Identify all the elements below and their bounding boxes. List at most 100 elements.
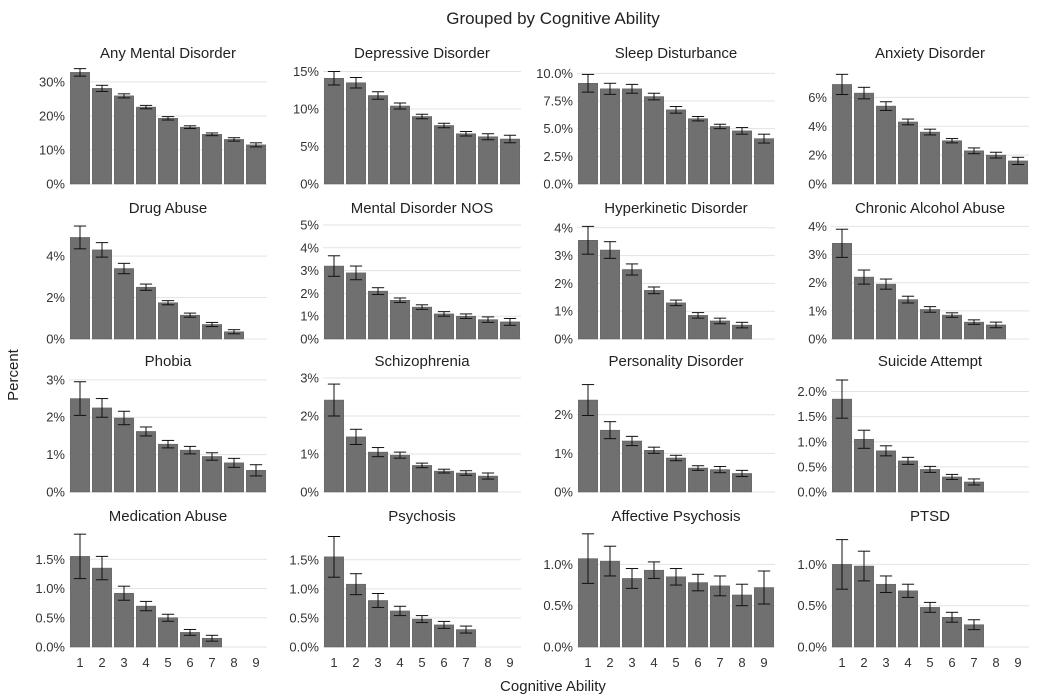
y-tick-label: 4% xyxy=(808,119,827,134)
panel: Any Mental Disorder 0% 10% 20% 30% xyxy=(39,45,267,192)
y-tick-label: 1.5% xyxy=(289,552,319,567)
panel: Mental Disorder NOS 0% 1% 2% 3% 4% 5% xyxy=(300,200,521,347)
x-tick-label: 3 xyxy=(882,655,889,670)
x-tick-label: 9 xyxy=(1014,655,1021,670)
y-tick-label: 1.0% xyxy=(797,434,827,449)
bar xyxy=(412,465,432,493)
bar xyxy=(876,283,896,340)
y-tick-label: 10% xyxy=(293,102,319,117)
x-tick-label: 6 xyxy=(694,655,701,670)
bar xyxy=(644,569,664,648)
panel: Suicide Attempt 0.0% 0.5% 1.0% 1.5% 2.0% xyxy=(797,353,1029,500)
bar xyxy=(70,237,90,340)
y-tick-label: 0.0% xyxy=(35,640,65,655)
y-tick-label: 6% xyxy=(808,90,827,105)
bar xyxy=(368,290,388,340)
y-tick-label: 7.5% xyxy=(543,93,573,108)
y-tick-label: 1% xyxy=(554,446,573,461)
x-tick-label: 6 xyxy=(948,655,955,670)
y-tick-label: 3% xyxy=(300,371,319,386)
x-tick-label: 5 xyxy=(418,655,425,670)
y-tick-label: 0.5% xyxy=(289,610,319,625)
y-tick-label: 0.5% xyxy=(797,459,827,474)
y-tick-label: 0.0% xyxy=(543,177,573,192)
bar xyxy=(158,118,178,185)
panel-title: Any Mental Disorder xyxy=(100,45,236,62)
y-tick-label: 0.0% xyxy=(543,640,573,655)
panel: Hyperkinetic Disorder 0% 1% 2% 3% 4% xyxy=(554,200,775,347)
x-tick-label: 6 xyxy=(186,655,193,670)
x-tick-label: 1 xyxy=(584,655,591,670)
bar xyxy=(368,95,388,185)
x-tick-label: 2 xyxy=(860,655,867,670)
y-tick-label: 0.5% xyxy=(797,598,827,613)
y-tick-label: 5.0% xyxy=(543,121,573,136)
y-tick-label: 5% xyxy=(300,218,319,233)
panel-title: Depressive Disorder xyxy=(354,45,490,62)
y-tick-label: 1.0% xyxy=(289,581,319,596)
x-tick-label: 2 xyxy=(98,655,105,670)
bar xyxy=(920,309,940,340)
panels-grid: Any Mental Disorder0%10%20%30%Depressive… xyxy=(35,45,1029,670)
main-title: Grouped by Cognitive Ability xyxy=(446,9,660,28)
y-tick-label: 0% xyxy=(46,332,65,347)
bar xyxy=(920,607,940,648)
bar xyxy=(644,450,664,493)
y-tick-label: 0% xyxy=(300,332,319,347)
x-tick-label: 4 xyxy=(650,655,657,670)
panel-title: Personality Disorder xyxy=(608,353,743,370)
x-tick-label: 1 xyxy=(330,655,337,670)
bar xyxy=(456,472,476,493)
bar xyxy=(92,249,112,340)
bar xyxy=(644,290,664,340)
bar xyxy=(688,315,708,340)
y-tick-label: 10.0% xyxy=(536,66,573,81)
bar xyxy=(158,617,178,648)
x-tick-label: 9 xyxy=(252,655,259,670)
y-tick-label: 0.0% xyxy=(797,485,827,500)
bar xyxy=(346,82,366,185)
bar xyxy=(412,116,432,185)
bar xyxy=(622,269,642,340)
bar xyxy=(434,125,454,185)
y-tick-label: 2% xyxy=(808,148,827,163)
y-tick-label: 4% xyxy=(46,249,65,264)
bar xyxy=(180,314,200,340)
y-tick-label: 0.5% xyxy=(543,598,573,613)
bar xyxy=(324,78,344,185)
bar xyxy=(246,144,266,185)
x-tick-label: 5 xyxy=(672,655,679,670)
bar xyxy=(368,451,388,493)
bar xyxy=(92,407,112,493)
x-tick-label: 3 xyxy=(628,655,635,670)
bar xyxy=(666,302,686,340)
y-tick-label: 4% xyxy=(300,240,319,255)
bar xyxy=(434,313,454,340)
y-tick-label: 1% xyxy=(300,447,319,462)
panel: Medication Abuse 0.0% 0.5% 1.0% 1.5% 1 2 3 4 5 6 7 8… xyxy=(35,508,267,670)
x-tick-label: 8 xyxy=(992,655,999,670)
bar xyxy=(688,467,708,493)
y-tick-label: 20% xyxy=(39,108,65,123)
y-tick-label: 2% xyxy=(808,275,827,290)
bar xyxy=(898,590,918,648)
y-tick-label: 2% xyxy=(46,290,65,305)
bar xyxy=(898,299,918,340)
bar xyxy=(412,618,432,648)
panel-title: Medication Abuse xyxy=(109,508,227,525)
panel-title: Hyperkinetic Disorder xyxy=(604,200,747,217)
bar xyxy=(578,83,598,185)
x-tick-label: 3 xyxy=(374,655,381,670)
y-tick-label: 3% xyxy=(300,263,319,278)
bar xyxy=(666,109,686,185)
y-tick-label: 1% xyxy=(300,309,319,324)
bar xyxy=(346,272,366,340)
bar xyxy=(434,470,454,493)
y-tick-label: 1.5% xyxy=(35,552,65,567)
y-tick-label: 0% xyxy=(808,177,827,192)
panel-title: Suicide Attempt xyxy=(878,353,983,370)
y-tick-label: 1% xyxy=(808,303,827,318)
y-tick-label: 10% xyxy=(39,142,65,157)
bar xyxy=(136,286,156,340)
